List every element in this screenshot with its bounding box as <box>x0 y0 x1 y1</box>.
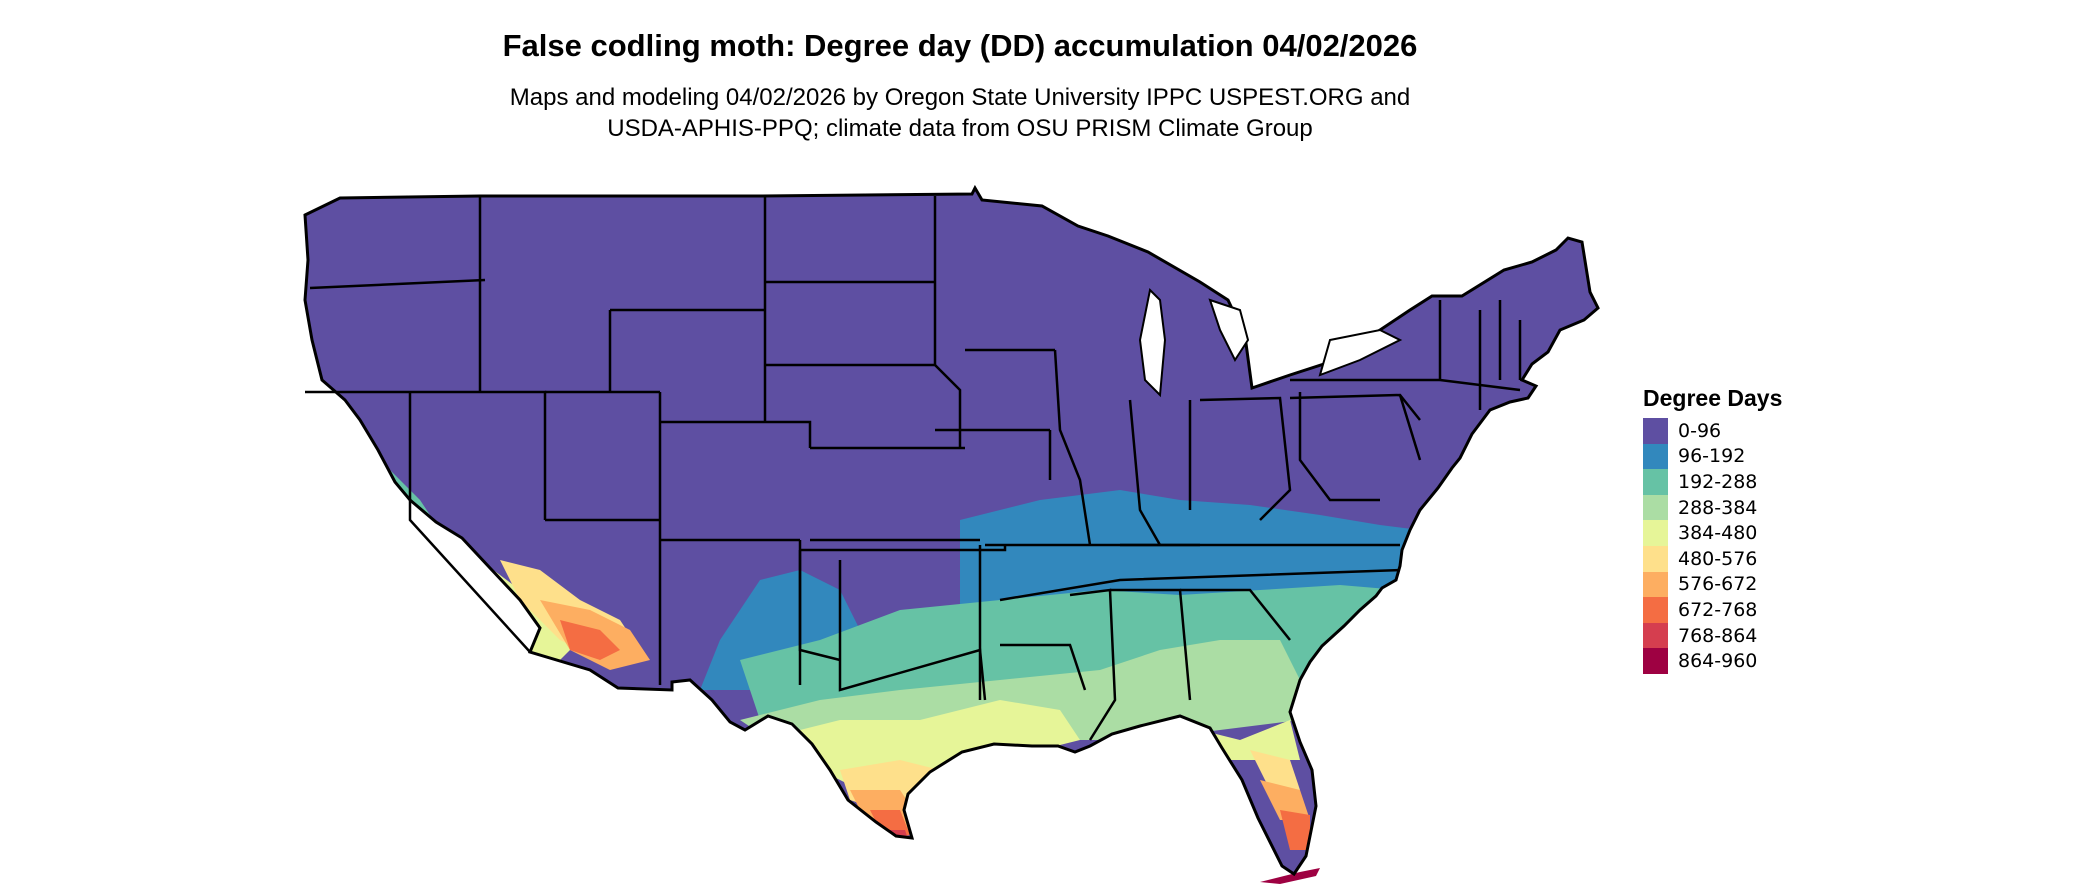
legend-label: 0-96 <box>1678 419 1722 442</box>
us-degree-day-map <box>303 186 1600 884</box>
legend-item: 576-672 <box>1643 571 1782 598</box>
legend-swatch <box>1643 622 1668 649</box>
state-borders <box>305 196 1522 741</box>
legend-swatch <box>1643 469 1668 495</box>
legend-title: Degree Days <box>1643 385 1783 411</box>
legend-label: 576-672 <box>1678 573 1758 596</box>
legend: Degree Days 0-96 96-192 192-288 288-384 384-… <box>1643 385 1782 674</box>
legend-item: 0-96 <box>1643 418 1782 444</box>
legend-swatch <box>1643 520 1668 546</box>
lake-michigan <box>1138 287 1167 398</box>
legend-swatch <box>1643 494 1668 521</box>
degree-day-zones <box>305 188 1598 874</box>
legend-label: 192-288 <box>1678 470 1758 493</box>
legend-label: 672-768 <box>1678 598 1758 621</box>
legend-swatch <box>1643 571 1668 598</box>
subtitle-line-2: USDA-APHIS-PPQ; climate data from OSU PR… <box>607 115 1313 142</box>
legend-item: 864-960 <box>1643 648 1782 674</box>
legend-item: 288-384 <box>1643 494 1782 521</box>
legend-items: 0-96 96-192 192-288 288-384 384-480 480-576 57… <box>1643 418 1782 674</box>
legend-label: 768-864 <box>1678 624 1758 647</box>
legend-item: 672-768 <box>1643 597 1782 623</box>
legend-item: 768-864 <box>1643 622 1782 649</box>
zone-864-960 <box>1260 868 1320 884</box>
lake-huron <box>1208 298 1250 363</box>
legend-label: 288-384 <box>1678 496 1758 519</box>
legend-label: 96-192 <box>1678 445 1746 468</box>
lake-erie <box>1318 328 1403 377</box>
subtitle-line-1: Maps and modeling 04/02/2026 by Oregon S… <box>509 84 1411 111</box>
legend-swatch <box>1643 418 1668 444</box>
legend-swatch <box>1643 597 1668 623</box>
legend-label: 864-960 <box>1678 650 1758 673</box>
legend-label: 384-480 <box>1678 522 1758 545</box>
map-title: False codling moth: Degree day (DD) accu… <box>502 28 1418 63</box>
map-subtitle: Maps and modeling 04/02/2026 by Oregon S… <box>0 82 1920 144</box>
legend-item: 96-192 <box>1643 443 1782 470</box>
legend-item: 480-576 <box>1643 545 1782 572</box>
legend-swatch <box>1643 443 1668 470</box>
legend-swatch <box>1643 545 1668 572</box>
legend-swatch <box>1643 648 1668 674</box>
zone-384-480 <box>760 700 1080 790</box>
legend-label: 480-576 <box>1678 547 1758 570</box>
legend-item: 192-288 <box>1643 469 1782 495</box>
legend-item: 384-480 <box>1643 520 1782 546</box>
